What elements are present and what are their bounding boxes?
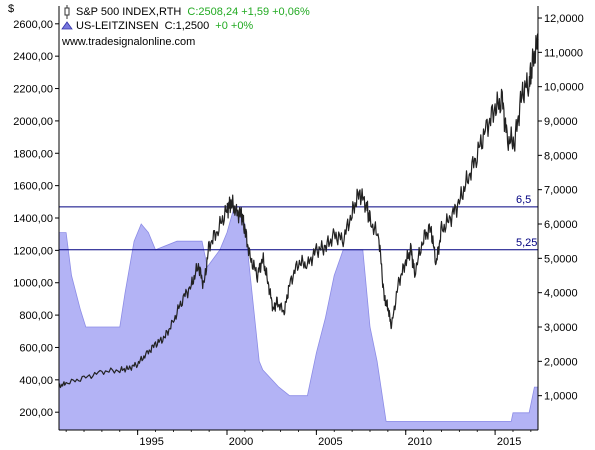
right-tick-label: 4,0000 [544,288,578,300]
legend-series-2-name: US-LEITZINSEN [76,20,159,32]
right-tick-label: 9,0000 [544,116,578,128]
left-tick-label: 200,00 [19,407,53,419]
watermark: www.tradesignalonline.com [61,36,195,48]
currency-symbol: $ [8,3,14,15]
left-tick-label: 1800,00 [13,148,53,160]
left-tick-label: 1600,00 [13,181,53,193]
legend-series-2-close: C:1,2500 [165,20,210,32]
left-tick-label: 400,00 [19,375,53,387]
level-label-1: 6,5 [516,194,531,206]
legend-series-2-value: +0 +0% [215,20,253,32]
right-tick-label: 11,0000 [544,47,583,59]
left-tick-label: 800,00 [19,310,53,322]
right-tick-label: 12,0000 [544,13,584,25]
x-tick-label: 1995 [139,436,163,448]
left-tick-label: 1400,00 [13,213,53,225]
right-tick-label: 2,0000 [544,356,578,368]
right-tick-label: 3,0000 [544,322,578,334]
left-tick-label: 2600,00 [13,19,53,31]
level-label-2: 5,25 [516,237,537,249]
x-tick-label: 2010 [407,436,431,448]
x-tick-label: 2000 [229,436,253,448]
svg-text:S&P 500 INDEX,RTH C:2508: S&P 500 INDEX,RTH C:2508,24 +1,59 +0,06% [76,6,310,18]
rate-area-layer [58,205,539,431]
price-line-layer [58,33,539,389]
level-lines-layer: 6,5 5,25 [59,194,538,251]
x-tick-label: 2015 [497,436,521,448]
left-tick-label: 1200,00 [13,245,53,257]
axes-layer: 200,00 400,00 600,00 800,00 1000,00 1200,00 14… [13,6,584,448]
legend-series-1-value: C:2508,24 +1,59 +0,06% [187,6,310,18]
x-tick-label: 2005 [318,436,342,448]
left-tick-label: 2400,00 [13,51,53,63]
left-tick-label: 1000,00 [13,278,53,290]
right-tick-label: 5,0000 [544,253,578,265]
candlestick-icon [64,5,70,19]
price-line [58,33,539,389]
right-tick-label: 10,0000 [544,82,584,94]
rate-triangle-icon [61,21,73,30]
svg-text:US-LEITZINSEN C:1,2500: US-LEITZINSEN C:1,2500 +0 +0% [76,20,253,32]
right-tick-label: 7,0000 [544,185,578,197]
legend: $ S&P 500 INDEX,RTH C:2508,24 +1,59 +0,0… [8,3,310,48]
rate-area [58,205,539,431]
right-tick-label: 6,0000 [544,219,578,231]
left-tick-label: 600,00 [19,342,53,354]
left-tick-label: 2200,00 [13,84,53,96]
right-tick-label: 1,0000 [544,391,578,403]
right-tick-label: 8,0000 [544,150,578,162]
left-tick-label: 2000,00 [13,116,53,128]
legend-series-1-name: S&P 500 INDEX,RTH [76,6,181,18]
